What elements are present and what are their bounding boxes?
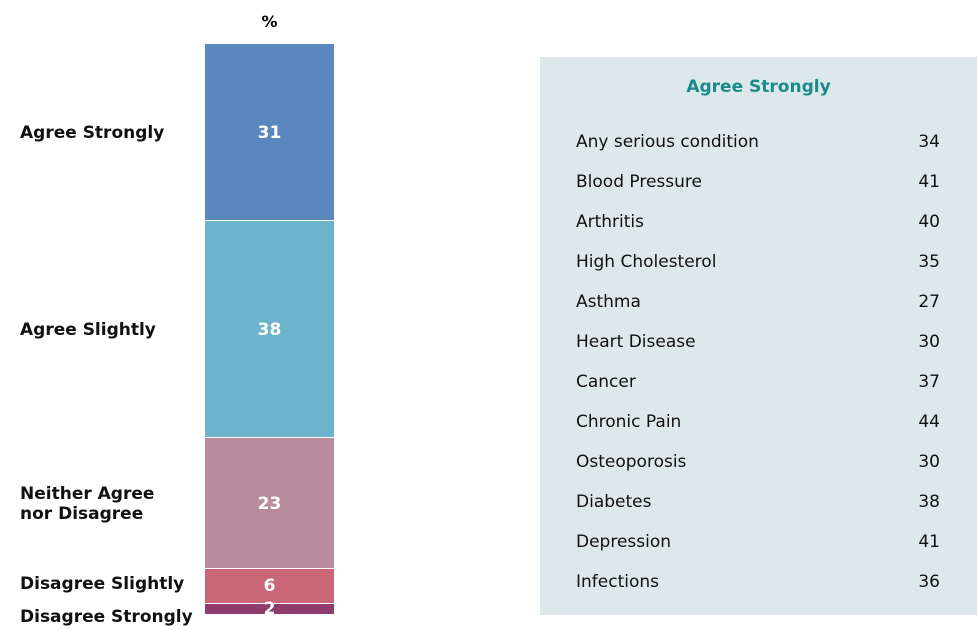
table-title: Agree Strongly [686, 77, 831, 97]
row-label: Infections [576, 572, 659, 592]
row-value: 34 [918, 132, 940, 152]
data-label: 2 [263, 599, 276, 620]
row-value: 41 [918, 172, 940, 192]
data-label: 6 [263, 576, 276, 597]
row-label: Arthritis [576, 212, 645, 232]
legend-label: Neither Agree nor Disagree [20, 483, 155, 524]
table-panel: Agree Strongly Any serious condition 34 Bl… [540, 57, 977, 615]
bar-segment [205, 44, 334, 221]
row-value: 36 [918, 572, 940, 592]
row-value: 35 [918, 252, 940, 272]
row-label: Cancer [576, 372, 636, 392]
row-label: Heart Disease [576, 332, 696, 352]
legend-label: Agree Strongly [20, 122, 165, 143]
row-value: 30 [918, 332, 940, 352]
row-value: 38 [918, 492, 940, 512]
row-label: Diabetes [576, 492, 652, 512]
row-label: High Cholesterol [576, 252, 717, 272]
row-value: 41 [918, 532, 940, 552]
bar-segment [205, 221, 334, 438]
row-label: Chronic Pain [576, 412, 682, 432]
row-value: 44 [918, 412, 940, 432]
data-label: 23 [257, 493, 282, 514]
row-value: 27 [918, 292, 940, 312]
legend-label: Disagree Strongly [20, 607, 193, 628]
bar-segment [205, 437, 334, 570]
axis-label: % [261, 12, 278, 31]
row-label: Asthma [576, 292, 641, 312]
legend-label: Disagree Slightly [20, 574, 185, 595]
row-label: Any serious condition [576, 132, 759, 152]
row-value: 40 [918, 212, 940, 232]
row-label: Depression [576, 532, 672, 552]
row-value: 37 [918, 372, 940, 392]
row-label: Blood Pressure [576, 172, 702, 192]
data-label: 31 [257, 122, 282, 143]
bar-segment [205, 603, 334, 615]
row-label: Osteoporosis [576, 452, 687, 472]
bar-segment [205, 569, 334, 604]
legend-label: Agree Slightly [20, 319, 156, 340]
row-value: 30 [918, 452, 940, 472]
data-label: 38 [257, 319, 282, 340]
